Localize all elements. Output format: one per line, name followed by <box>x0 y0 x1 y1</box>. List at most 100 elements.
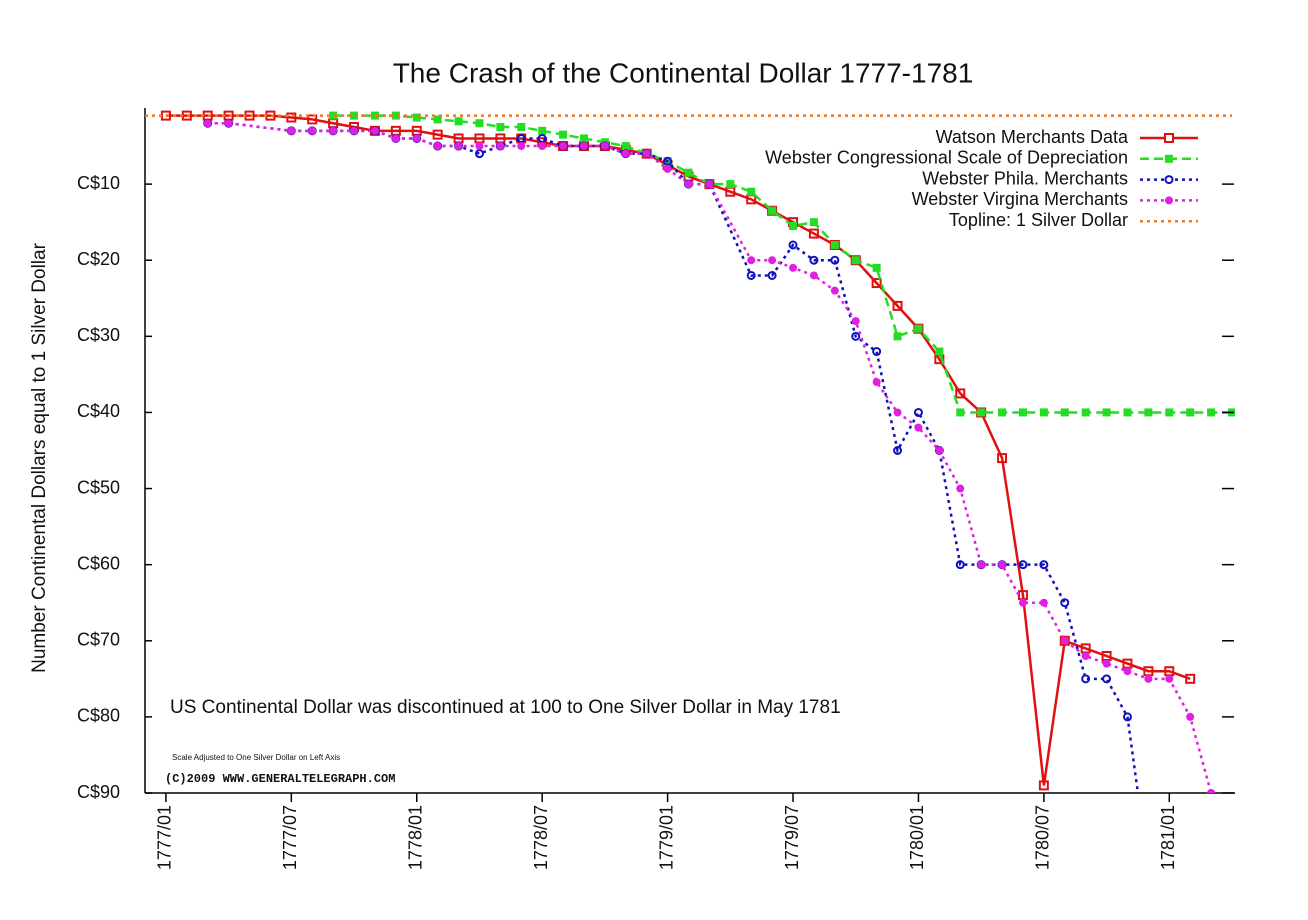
marker <box>203 119 212 128</box>
marker <box>1102 408 1111 417</box>
marker <box>1039 598 1048 607</box>
marker <box>935 347 944 356</box>
marker <box>914 324 923 333</box>
x-tick-label: 1778/01 <box>406 805 426 870</box>
marker <box>893 332 902 341</box>
marker <box>432 129 443 140</box>
marker <box>1039 408 1048 417</box>
marker <box>474 149 484 159</box>
legend-label: Webster Phila. Merchants <box>922 168 1128 188</box>
marker <box>1039 560 1049 570</box>
marker <box>955 388 966 399</box>
legend-label: Watson Merchants Data <box>936 127 1129 147</box>
marker <box>1207 408 1216 417</box>
marker <box>767 270 777 280</box>
marker <box>892 300 903 311</box>
annotation: (C)2009 WWW.GENERALTELEGRAPH.COM <box>165 772 395 786</box>
marker <box>1144 674 1153 683</box>
marker <box>454 117 463 126</box>
marker <box>997 453 1008 464</box>
marker <box>747 187 756 196</box>
y-tick-label: C$90 <box>77 782 120 802</box>
marker <box>1081 652 1090 660</box>
marker <box>559 142 568 151</box>
y-tick-label: C$60 <box>77 553 120 573</box>
marker <box>286 112 297 123</box>
marker <box>329 126 338 135</box>
annotation: US Continental Dollar was discontinued a… <box>170 697 841 718</box>
marker <box>955 560 965 570</box>
marker <box>789 263 798 272</box>
marker <box>370 126 379 135</box>
x-tick-label: 1779/01 <box>656 805 676 870</box>
marker <box>308 126 317 135</box>
marker <box>642 149 651 158</box>
marker <box>433 142 442 151</box>
marker <box>913 407 923 417</box>
x-tick-label: 1777/01 <box>155 805 175 870</box>
marker <box>1018 560 1028 570</box>
marker <box>391 134 400 143</box>
marker <box>977 408 986 417</box>
marker <box>663 164 672 173</box>
marker <box>830 241 839 249</box>
marker <box>1123 408 1132 417</box>
marker <box>621 142 630 151</box>
marker <box>684 180 693 189</box>
marker <box>914 423 923 432</box>
marker <box>684 168 693 177</box>
x-tick-label: 1780/07 <box>1033 805 1053 870</box>
y-tick-label: C$80 <box>77 706 120 726</box>
marker <box>391 111 400 120</box>
marker <box>433 115 442 124</box>
marker <box>956 408 965 417</box>
marker <box>1102 659 1111 668</box>
y-tick-label: C$20 <box>77 249 120 269</box>
marker <box>872 263 881 272</box>
marker <box>224 119 233 128</box>
legend-marker <box>1165 196 1173 205</box>
marker <box>496 142 505 151</box>
chart-title: The Crash of the Continental Dollar 1777… <box>393 57 974 88</box>
marker <box>851 331 861 341</box>
marker <box>1038 780 1049 791</box>
marker <box>1145 866 1152 873</box>
marker <box>871 278 882 289</box>
plot-area <box>145 110 1235 873</box>
marker <box>872 347 882 357</box>
marker <box>559 130 568 139</box>
marker <box>809 255 819 265</box>
marker <box>579 134 588 143</box>
marker <box>412 113 421 122</box>
legend-label: Topline: 1 Silver Dollar <box>949 210 1128 230</box>
marker <box>809 218 818 227</box>
marker <box>475 119 484 128</box>
x-tick-label: 1781/01 <box>1158 805 1178 870</box>
y-tick-label: C$40 <box>77 401 120 421</box>
marker <box>1122 712 1132 722</box>
marker <box>350 111 359 120</box>
marker <box>621 149 630 158</box>
marker <box>496 123 505 132</box>
marker <box>789 221 798 230</box>
marker <box>998 560 1007 569</box>
marker <box>768 256 777 265</box>
marker <box>1060 408 1069 417</box>
marker <box>307 114 318 125</box>
marker <box>538 126 547 135</box>
marker <box>287 126 296 135</box>
marker <box>746 270 756 280</box>
marker <box>1144 408 1153 417</box>
marker <box>517 142 526 151</box>
marker <box>705 180 714 189</box>
marker <box>935 446 944 455</box>
x-tick-label: 1778/07 <box>531 805 551 870</box>
marker <box>475 142 484 151</box>
x-tick-label: 1780/01 <box>907 805 927 870</box>
marker <box>851 317 860 326</box>
marker <box>768 206 777 215</box>
marker <box>1185 673 1196 684</box>
marker <box>1018 598 1027 607</box>
marker <box>851 256 860 265</box>
